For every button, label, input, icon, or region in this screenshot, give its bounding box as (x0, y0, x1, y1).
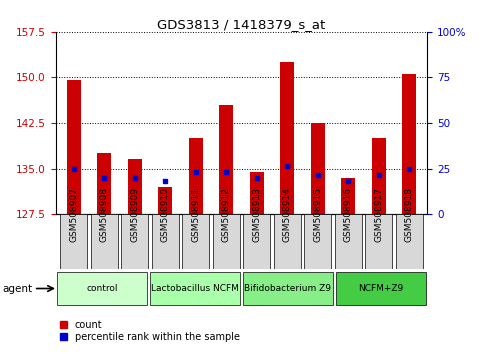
Text: NCFM+Z9: NCFM+Z9 (358, 284, 404, 293)
Text: GSM508908: GSM508908 (100, 187, 109, 241)
Text: GSM508913: GSM508913 (252, 187, 261, 241)
Bar (158, 187, 172, 214)
Text: control: control (86, 284, 118, 293)
Bar (213, 214, 240, 269)
Text: GSM508909: GSM508909 (130, 187, 139, 241)
Legend: count, percentile rank within the sample: count, percentile rank within the sample (60, 320, 240, 342)
Bar (189, 138, 203, 214)
Bar (304, 214, 331, 269)
Bar (341, 178, 355, 214)
Bar (372, 138, 385, 214)
Title: GDS3813 / 1418379_s_at: GDS3813 / 1418379_s_at (157, 18, 326, 31)
Bar (152, 214, 179, 269)
Text: Lactobacillus NCFM: Lactobacillus NCFM (151, 284, 239, 293)
Bar (396, 214, 423, 269)
Bar (91, 214, 118, 269)
Bar (402, 74, 416, 214)
Bar (57, 272, 147, 305)
Bar (280, 62, 294, 214)
Bar (183, 214, 209, 269)
Bar (219, 105, 233, 214)
Bar (274, 214, 300, 269)
Bar (150, 272, 240, 305)
Text: GSM508918: GSM508918 (405, 187, 413, 241)
Text: agent: agent (2, 284, 32, 293)
Bar (335, 214, 362, 269)
Text: Bifidobacterium Z9: Bifidobacterium Z9 (244, 284, 331, 293)
Bar (60, 214, 87, 269)
Bar (243, 272, 333, 305)
Bar (250, 172, 264, 214)
Bar (243, 214, 270, 269)
Bar (128, 159, 142, 214)
Text: GSM508912: GSM508912 (222, 187, 231, 241)
Text: GSM508907: GSM508907 (70, 187, 78, 241)
Bar (311, 123, 325, 214)
Bar (121, 214, 148, 269)
Text: GSM508917: GSM508917 (374, 187, 383, 241)
Text: GSM508916: GSM508916 (344, 187, 353, 241)
Bar (67, 80, 81, 214)
Bar (98, 153, 111, 214)
Bar (336, 272, 426, 305)
Text: GSM508911: GSM508911 (191, 187, 200, 241)
Text: GSM508910: GSM508910 (161, 187, 170, 241)
Bar (365, 214, 392, 269)
Text: GSM508915: GSM508915 (313, 187, 322, 241)
Text: GSM508914: GSM508914 (283, 187, 292, 241)
